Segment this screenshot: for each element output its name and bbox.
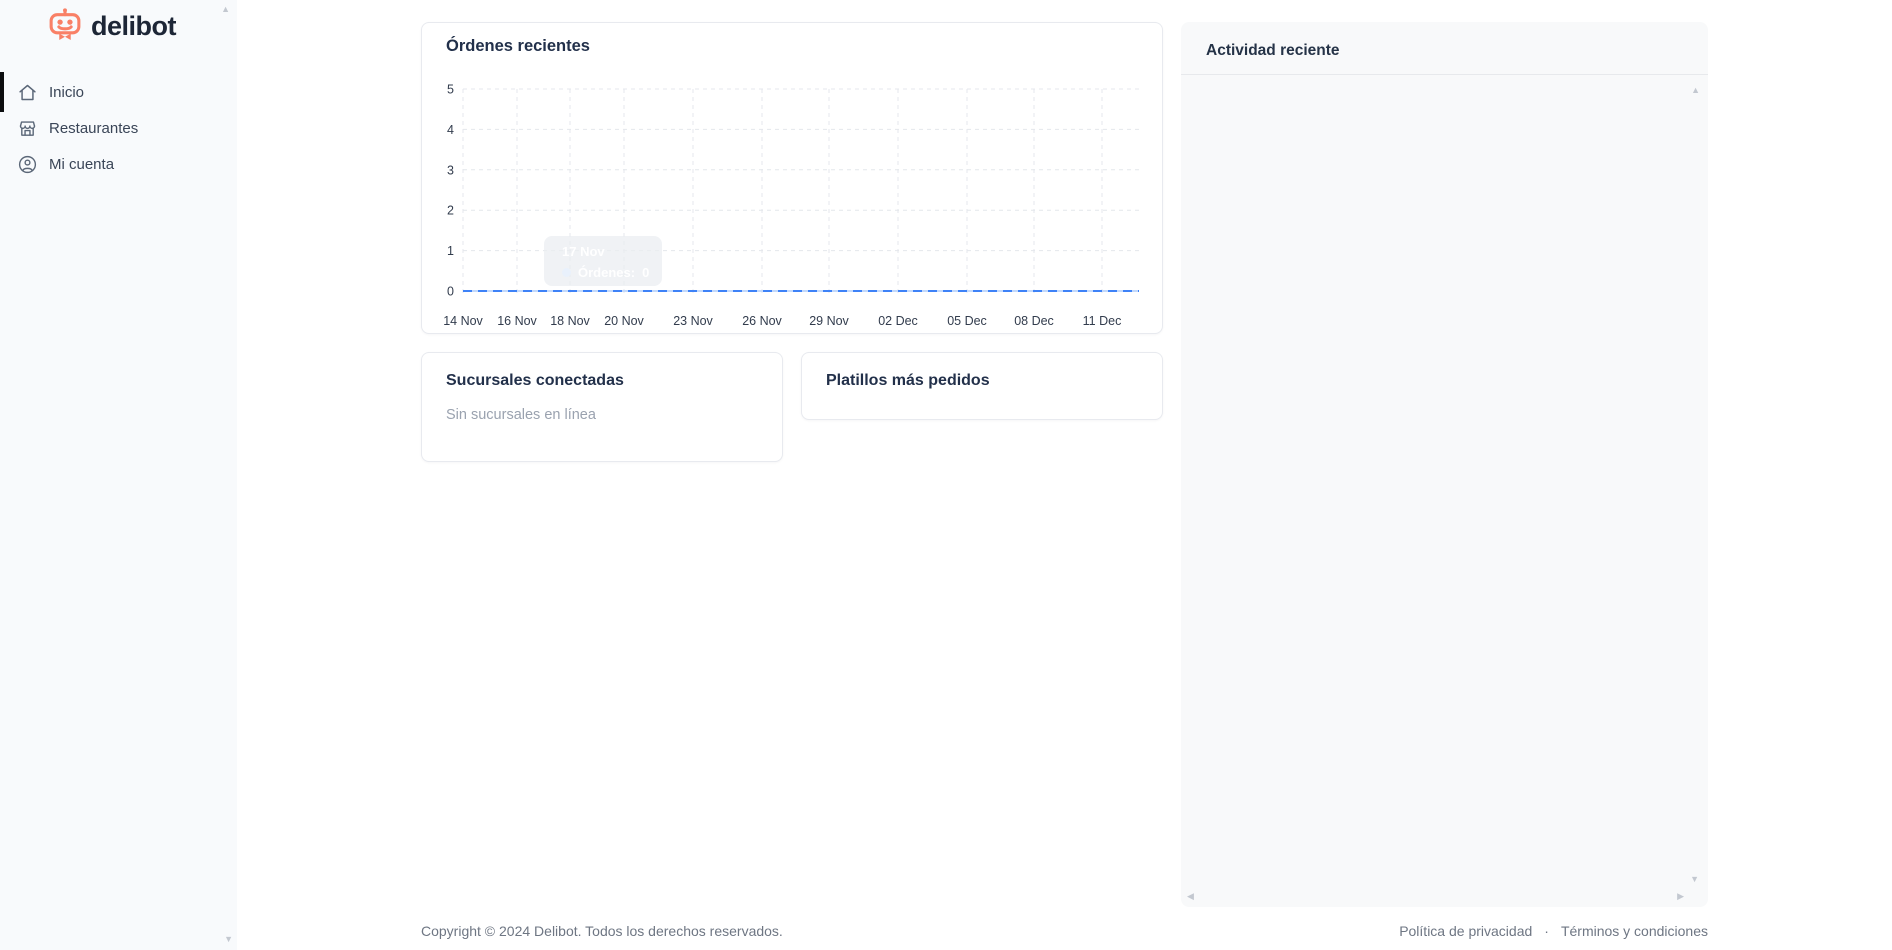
activity-title: Actividad reciente (1206, 42, 1340, 59)
svg-text:0: 0 (447, 285, 454, 299)
svg-text:1: 1 (447, 244, 454, 258)
storefront-icon (19, 120, 36, 136)
svg-text:29 Nov: 29 Nov (809, 314, 849, 328)
sucursales-card: Sucursales conectadas Sin sucursales en … (421, 352, 783, 462)
sidebar-item-label: Mi cuenta (49, 155, 115, 173)
sidebar: delibot ▲ Inicio Res (0, 0, 237, 950)
brand-logo[interactable]: delibot (0, 0, 237, 44)
orders-chart-canvas[interactable]: 0 1 2 3 4 5 14 Nov 16 Nov 18 Nov 20 Nov 23 Nov 26 N… (422, 23, 1164, 335)
sidebar-item-label: Inicio (49, 83, 85, 101)
sidebar-item-inicio[interactable]: Inicio (0, 72, 237, 112)
chart-title: Órdenes recientes (446, 37, 590, 55)
activity-header: Actividad reciente (1181, 22, 1708, 72)
activity-scroll-down-icon[interactable]: ▼ (1690, 874, 1699, 884)
activity-scroll-right-icon[interactable]: ▶ (1677, 891, 1684, 901)
svg-text:2: 2 (447, 204, 454, 218)
copyright-text: Copyright © 2024 Delibot. Todos los dere… (421, 923, 783, 939)
svg-text:16 Nov: 16 Nov (497, 314, 537, 328)
divider (1181, 74, 1708, 75)
svg-text:14 Nov: 14 Nov (443, 314, 483, 328)
user-icon (18, 155, 37, 173)
brand-name: delibot (91, 10, 177, 41)
svg-text:18 Nov: 18 Nov (550, 314, 590, 328)
activity-panel: Actividad reciente ▲ ▼ ◀ ▶ (1181, 22, 1708, 907)
svg-text:05 Dec: 05 Dec (947, 314, 987, 328)
svg-text:20 Nov: 20 Nov (604, 314, 644, 328)
svg-text:11 Dec: 11 Dec (1083, 314, 1122, 328)
terms-link[interactable]: Términos y condiciones (1560, 923, 1708, 939)
sidebar-item-label: Restaurantes (49, 119, 139, 137)
sidebar-scroll-up-icon[interactable]: ▲ (221, 4, 230, 14)
sidebar-scroll-down-icon[interactable]: ▼ (224, 934, 233, 944)
activity-scroll-up-icon[interactable]: ▲ (1691, 85, 1700, 95)
robot-logo-icon (49, 8, 81, 40)
svg-text:4: 4 (447, 123, 454, 137)
sidebar-item-restaurantes[interactable]: Restaurantes (0, 110, 237, 146)
svg-text:3: 3 (447, 163, 454, 177)
footer-separator: · (1544, 923, 1549, 939)
svg-text:23 Nov: 23 Nov (673, 314, 713, 328)
orders-chart-card: 0 1 2 3 4 5 14 Nov 16 Nov 18 Nov 20 Nov 23 Nov 26 N… (421, 22, 1163, 334)
svg-text:26 Nov: 26 Nov (742, 314, 782, 328)
privacy-policy-link[interactable]: Política de privacidad (1399, 923, 1533, 939)
footer: Copyright © 2024 Delibot. Todos los dere… (421, 923, 1708, 939)
platillos-title: Platillos más pedidos (826, 372, 990, 389)
sidebar-nav: Inicio Restaurantes (0, 72, 237, 182)
platillos-card: Platillos más pedidos (801, 352, 1163, 420)
activity-scroll-left-icon[interactable]: ◀ (1187, 891, 1194, 901)
svg-text:08 Dec: 08 Dec (1014, 314, 1054, 328)
svg-text:02 Dec: 02 Dec (878, 314, 918, 328)
sidebar-item-mi-cuenta[interactable]: Mi cuenta (0, 146, 237, 182)
svg-text:5: 5 (447, 83, 454, 97)
active-indicator (0, 72, 4, 112)
sucursales-title: Sucursales conectadas (446, 372, 624, 389)
main-content: 0 1 2 3 4 5 14 Nov 16 Nov 18 Nov 20 Nov 23 Nov 26 N… (237, 0, 1892, 950)
home-icon (19, 84, 36, 100)
sucursales-empty-text: Sin sucursales en línea (446, 407, 596, 423)
